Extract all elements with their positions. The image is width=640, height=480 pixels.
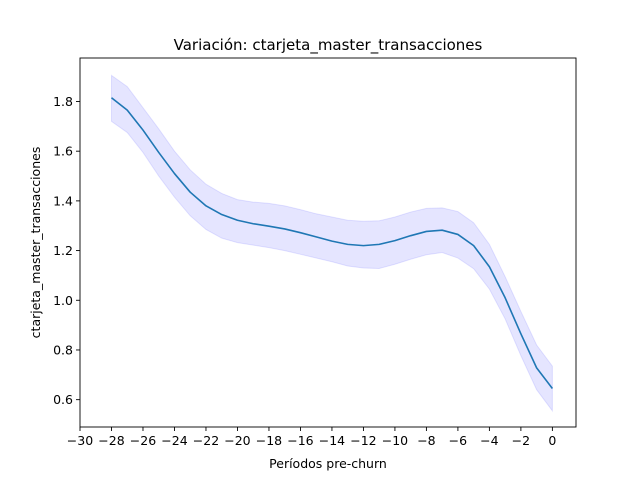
x-tick-label: −26 — [130, 433, 156, 448]
x-tick-label: −18 — [256, 433, 282, 448]
x-tick-label: −10 — [382, 433, 408, 448]
y-tick-label: 1.8 — [53, 94, 73, 109]
y-tick-label: 0.6 — [53, 392, 73, 407]
x-tick-label: −2 — [512, 433, 530, 448]
confidence-band-layer — [110, 74, 553, 413]
x-tick-label: −14 — [319, 433, 345, 448]
y-tick-label: 1.0 — [53, 293, 73, 308]
y-tick-label: 1.2 — [53, 243, 73, 258]
y-ticks: 0.6 0.8 1.0 1.2 1.4 1.6 1.8 — [53, 94, 80, 407]
line-layer — [110, 97, 554, 389]
x-tick-label: −8 — [417, 433, 435, 448]
x-tick-label: −22 — [193, 433, 219, 448]
series-line — [110, 97, 554, 389]
x-tick-label: −4 — [480, 433, 498, 448]
x-tick-label: 0 — [548, 433, 556, 448]
y-tick-label: 0.8 — [53, 342, 73, 357]
x-tick-label: −20 — [224, 433, 250, 448]
confidence-band — [110, 74, 553, 413]
x-tick-label: −6 — [449, 433, 467, 448]
x-tick-label: −24 — [161, 433, 187, 448]
y-axis-label: ctarjeta_master_transacciones — [28, 147, 43, 339]
x-axis-label: Períodos pre-churn — [269, 456, 387, 471]
x-tick-label: −12 — [350, 433, 376, 448]
y-tick-label: 1.6 — [53, 144, 73, 159]
x-tick-label: −28 — [98, 433, 124, 448]
x-tick-label: −16 — [287, 433, 313, 448]
y-tick-label: 1.4 — [53, 193, 73, 208]
plot-frame — [79, 57, 577, 428]
chart-title: Variación: ctarjeta_master_transacciones — [174, 36, 483, 55]
x-ticks: −30 −28 −26 −24 −22 −20 −18 −16 −14 −12 −10 −8 −6 −4−… — [67, 427, 556, 448]
x-tick-label: −30 — [67, 433, 93, 448]
